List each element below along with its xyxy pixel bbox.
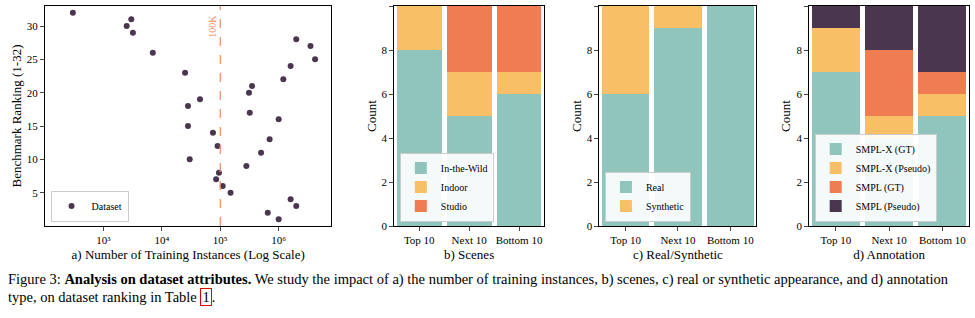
svg-text:6: 6 — [382, 88, 388, 100]
svg-text:b) Scenes: b) Scenes — [444, 247, 494, 262]
svg-text:0: 0 — [382, 220, 388, 232]
svg-text:Synthetic: Synthetic — [646, 201, 684, 212]
html-text:Figure 3: Analysis on dataset: Figure 3: Analysis on dataset attributes… — [8, 271, 948, 305]
svg-text:30: 30 — [27, 20, 39, 32]
svg-text:Top 10: Top 10 — [820, 234, 851, 246]
svg-text:2: 2 — [587, 176, 593, 188]
svg-text:10³: 10³ — [96, 234, 111, 246]
svg-text:Bottom 10: Bottom 10 — [496, 234, 543, 246]
svg-text:Next 10: Next 10 — [452, 234, 488, 246]
svg-text:10: 10 — [27, 153, 39, 165]
svg-text:20: 20 — [27, 87, 39, 99]
svg-text:10⁵: 10⁵ — [213, 234, 228, 246]
svg-text:Top 10: Top 10 — [610, 234, 641, 246]
svg-text:6: 6 — [587, 88, 593, 100]
svg-text:4: 4 — [382, 132, 388, 144]
svg-text:Dataset: Dataset — [92, 201, 122, 212]
svg-text:8: 8 — [796, 44, 802, 56]
svg-text:Studio: Studio — [441, 201, 467, 212]
svg-text:5: 5 — [32, 187, 38, 199]
svg-text:Indoor: Indoor — [441, 182, 468, 193]
svg-text:Next 10: Next 10 — [660, 234, 696, 246]
svg-text:6: 6 — [796, 88, 802, 100]
svg-text:Real: Real — [646, 182, 665, 193]
svg-text:8: 8 — [382, 44, 388, 56]
svg-text:0: 0 — [587, 220, 593, 232]
svg-text:2: 2 — [382, 176, 388, 188]
svg-text:c) Real/Synthetic: c) Real/Synthetic — [633, 247, 723, 262]
svg-text:SMPL-X (Pseudo): SMPL-X (Pseudo) — [856, 163, 931, 175]
svg-text:4: 4 — [796, 132, 802, 144]
svg-text:10⁴: 10⁴ — [154, 234, 169, 246]
svg-text:25: 25 — [27, 53, 39, 65]
svg-text:15: 15 — [27, 120, 39, 132]
svg-text:Bottom 10: Bottom 10 — [707, 234, 754, 246]
svg-text:10⁶: 10⁶ — [271, 234, 286, 246]
svg-text:Benchmark Ranking (1-32): Benchmark Ranking (1-32) — [9, 45, 24, 188]
svg-text:2: 2 — [796, 176, 802, 188]
svg-text:Count: Count — [364, 100, 379, 132]
svg-text:SMPL-X (GT): SMPL-X (GT) — [856, 144, 915, 156]
svg-text:Bottom 10: Bottom 10 — [919, 234, 966, 246]
svg-text:Count: Count — [569, 100, 584, 132]
svg-text:8: 8 — [587, 44, 593, 56]
svg-text:Count: Count — [778, 100, 793, 132]
svg-text:d) Annotation: d) Annotation — [853, 247, 925, 262]
svg-text:SMPL (Pseudo): SMPL (Pseudo) — [856, 201, 920, 213]
svg-text:0: 0 — [796, 220, 802, 232]
svg-text:Next 10: Next 10 — [872, 234, 908, 246]
svg-text:SMPL (GT): SMPL (GT) — [856, 182, 904, 194]
svg-text:In-the-Wild: In-the-Wild — [441, 163, 488, 174]
svg-text:a) Number of Training Instance: a) Number of Training Instances (Log Sca… — [72, 247, 305, 262]
svg-text:Top 10: Top 10 — [404, 234, 435, 246]
svg-text:4: 4 — [587, 132, 593, 144]
svg-text:100K: 100K — [207, 15, 218, 38]
